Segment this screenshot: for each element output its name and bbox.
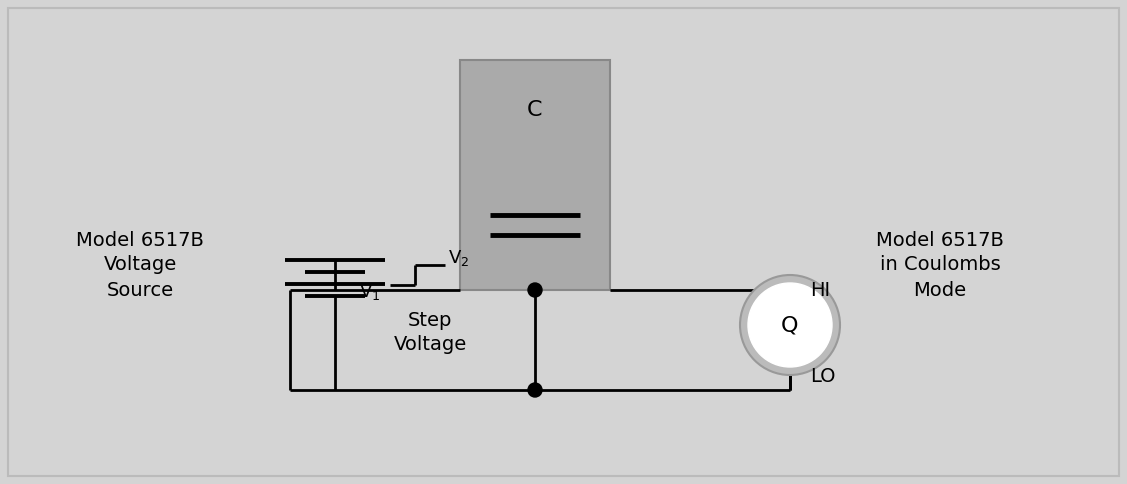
Text: in Coulombs: in Coulombs [880, 256, 1001, 274]
Circle shape [740, 275, 840, 375]
Text: Q: Q [781, 315, 799, 335]
Circle shape [529, 383, 542, 397]
Text: V$_2$: V$_2$ [449, 248, 469, 268]
Text: Model 6517B: Model 6517B [876, 230, 1004, 249]
Text: Step: Step [408, 311, 452, 330]
Text: Model 6517B: Model 6517B [76, 230, 204, 249]
Circle shape [748, 283, 832, 367]
Text: HI: HI [810, 281, 831, 300]
Circle shape [529, 283, 542, 297]
Text: C: C [527, 100, 543, 120]
Text: V$_1$: V$_1$ [358, 282, 380, 302]
Text: LO: LO [810, 367, 835, 387]
Bar [460, 60, 610, 290]
Text: Source: Source [106, 281, 174, 300]
Text: Voltage: Voltage [393, 335, 467, 354]
Text: Mode: Mode [914, 281, 967, 300]
Text: Voltage: Voltage [104, 256, 177, 274]
